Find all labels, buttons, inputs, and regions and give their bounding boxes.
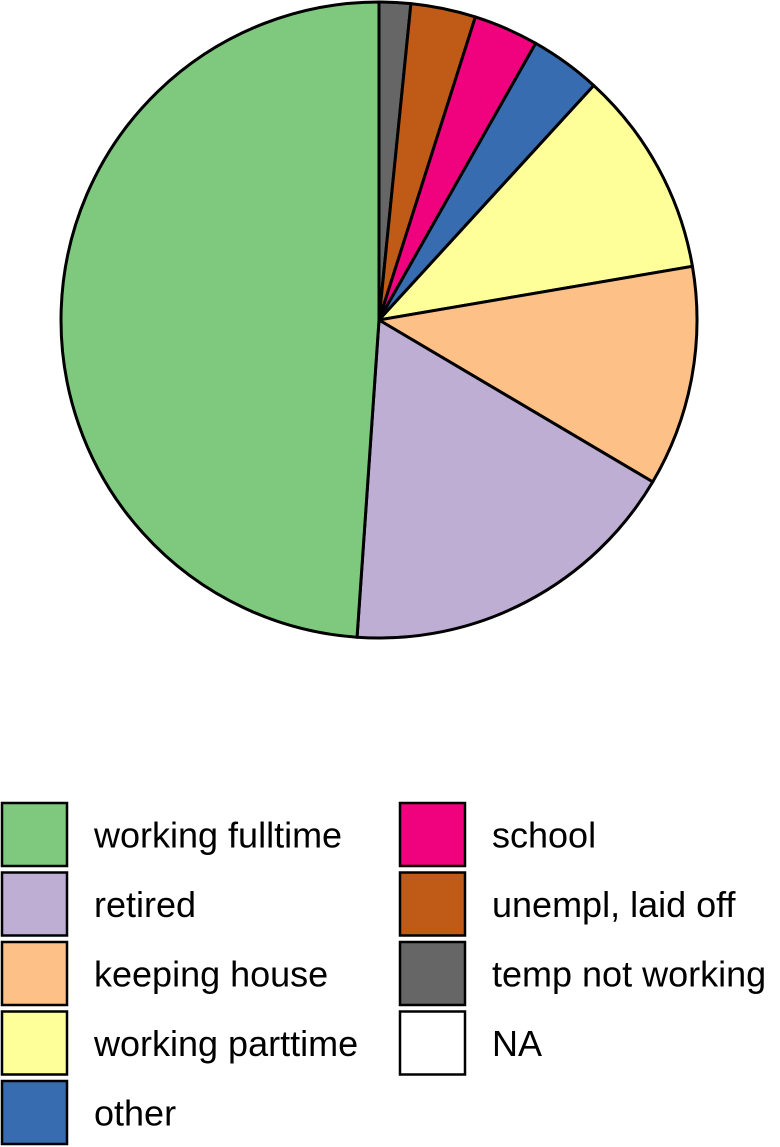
- pie-slice-keeping-house: [377, 264, 699, 484]
- legend-swatch-working-parttime: [0, 1010, 69, 1076]
- legend-label-working-fulltime: working fulltime: [93, 815, 342, 856]
- legend-swatch-temp-not-working: [398, 940, 467, 1007]
- legend-swatch-other: [0, 1079, 69, 1146]
- legend-label-temp-not-working: temp not working: [492, 954, 766, 995]
- pie-slice-working-parttime: [377, 83, 694, 322]
- legend-label-keeping-house: keeping house: [94, 954, 328, 995]
- legend-label-other: other: [94, 1093, 176, 1134]
- legend-swatch-school: [398, 801, 467, 868]
- pie-slice-working-fulltime: [59, 0, 381, 639]
- legend-label-working-parttime: working parttime: [93, 1023, 358, 1064]
- pie-slices: [59, 0, 699, 640]
- legend-swatch-unempl-laid-off: [398, 871, 467, 937]
- legend-swatch-working-fulltime: [0, 801, 69, 868]
- legend: working fulltime retired keeping house work…: [0, 801, 766, 1146]
- legend-swatch-retired: [0, 871, 69, 937]
- pie-slice-retired: [355, 318, 655, 640]
- legend-swatch-na: [398, 1010, 467, 1076]
- legend-label-school: school: [492, 815, 596, 856]
- legend-label-retired: retired: [94, 884, 196, 925]
- legend-label-unempl-laid-off: unempl, laid off: [492, 884, 736, 925]
- legend-swatch-keeping-house: [0, 940, 69, 1007]
- legend-label-na: NA: [492, 1023, 542, 1064]
